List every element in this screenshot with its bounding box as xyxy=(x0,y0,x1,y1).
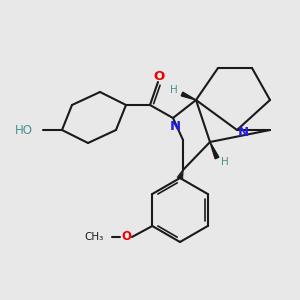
Polygon shape xyxy=(181,92,196,100)
Text: H: H xyxy=(221,157,229,167)
Text: H: H xyxy=(170,85,178,95)
Polygon shape xyxy=(210,142,219,159)
Text: O: O xyxy=(153,70,165,83)
Text: HO: HO xyxy=(15,124,33,136)
Text: O: O xyxy=(121,230,131,244)
Text: N: N xyxy=(169,119,181,133)
Text: CH₃: CH₃ xyxy=(85,232,104,242)
Text: N: N xyxy=(237,125,249,139)
